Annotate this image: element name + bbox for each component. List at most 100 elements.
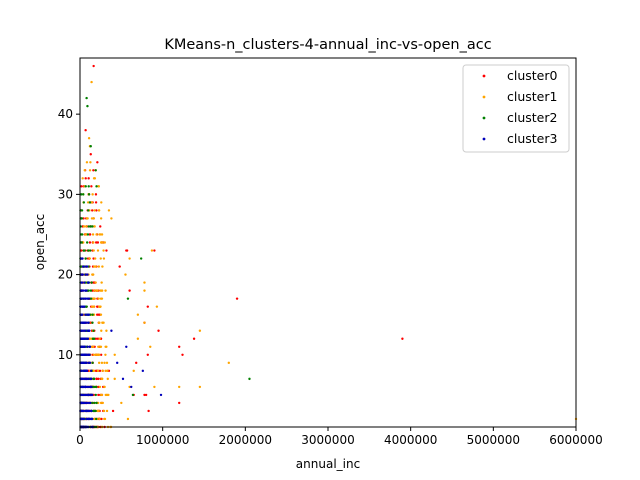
data-point <box>125 345 128 348</box>
data-point <box>81 321 85 324</box>
data-point <box>104 353 107 356</box>
data-point <box>85 241 89 244</box>
data-point <box>88 417 92 421</box>
data-point <box>95 401 98 405</box>
data-point <box>128 257 131 260</box>
data-point <box>98 305 101 308</box>
data-point <box>90 217 94 220</box>
data-point <box>80 417 83 421</box>
data-point <box>92 305 96 308</box>
data-point <box>99 345 103 348</box>
data-point <box>99 233 102 236</box>
data-point <box>82 385 85 389</box>
data-point <box>136 313 140 316</box>
data-point <box>84 369 88 373</box>
data-point <box>86 353 89 356</box>
data-point <box>125 249 129 252</box>
data-point <box>83 169 86 172</box>
data-point <box>83 305 86 308</box>
data-point <box>124 273 127 276</box>
y-axis: 10 20 30 40 <box>58 107 80 362</box>
x-tick-label: 2000000 <box>219 433 272 447</box>
data-point <box>98 385 102 389</box>
data-point <box>84 185 87 188</box>
legend-label: cluster1 <box>507 89 557 104</box>
data-point <box>89 161 92 164</box>
y-tick-label: 20 <box>58 268 73 282</box>
data-point <box>97 209 101 212</box>
data-point <box>150 249 154 252</box>
data-point <box>110 329 113 332</box>
y-tick-label: 40 <box>58 107 73 121</box>
data-point <box>91 193 94 196</box>
data-point <box>94 369 98 373</box>
data-point <box>98 337 101 340</box>
data-point <box>82 193 85 196</box>
data-point <box>80 185 83 188</box>
data-point <box>84 393 88 397</box>
data-point <box>84 385 87 389</box>
data-point <box>82 297 86 300</box>
data-point <box>97 393 100 397</box>
data-point <box>132 369 135 373</box>
data-point <box>89 393 92 397</box>
data-point <box>93 265 96 268</box>
data-point <box>85 225 88 228</box>
data-point <box>95 233 98 236</box>
data-point <box>157 329 160 332</box>
data-point <box>82 201 86 204</box>
data-point <box>81 289 85 292</box>
legend-label: cluster0 <box>507 68 558 83</box>
legend: cluster0 cluster1 cluster2 cluster3 <box>462 64 570 153</box>
data-point <box>87 209 90 212</box>
data-point <box>84 257 87 260</box>
legend-marker <box>482 74 486 78</box>
data-point <box>99 217 103 220</box>
data-point <box>98 417 101 421</box>
data-point <box>104 289 107 292</box>
data-point <box>87 361 90 365</box>
data-point <box>87 225 91 228</box>
data-point <box>82 225 86 228</box>
y-tick-label: 30 <box>58 187 73 201</box>
data-point <box>92 417 96 421</box>
data-point <box>105 393 108 397</box>
data-point <box>143 289 146 292</box>
data-point <box>89 289 93 292</box>
data-point <box>81 337 84 340</box>
data-point <box>94 241 98 244</box>
y-tick-label: 10 <box>58 348 73 362</box>
data-point <box>80 393 84 397</box>
data-point <box>88 241 92 244</box>
data-point <box>85 161 89 164</box>
x-tick-label: 4000000 <box>384 433 437 447</box>
data-point <box>105 329 108 332</box>
data-point <box>105 361 109 365</box>
data-point <box>86 201 90 204</box>
data-point <box>81 233 84 236</box>
data-point <box>100 201 103 204</box>
data-point <box>97 377 100 381</box>
data-point <box>144 393 148 397</box>
data-point <box>116 361 119 365</box>
data-point <box>120 401 123 405</box>
data-point <box>86 233 90 236</box>
data-point <box>92 329 95 332</box>
data-point <box>92 169 95 172</box>
data-point <box>126 297 130 300</box>
data-point <box>83 249 86 252</box>
data-point <box>90 80 93 84</box>
x-tick-label: 6000000 <box>549 433 602 447</box>
data-point <box>91 313 94 316</box>
data-point <box>92 249 95 252</box>
data-point <box>84 273 87 276</box>
data-point <box>227 361 230 365</box>
data-point <box>94 393 97 397</box>
data-point <box>121 377 125 381</box>
data-point <box>93 401 96 405</box>
data-point <box>103 241 107 244</box>
data-point <box>81 265 85 268</box>
data-point <box>94 257 97 260</box>
data-point <box>93 289 96 292</box>
data-point <box>91 345 95 348</box>
